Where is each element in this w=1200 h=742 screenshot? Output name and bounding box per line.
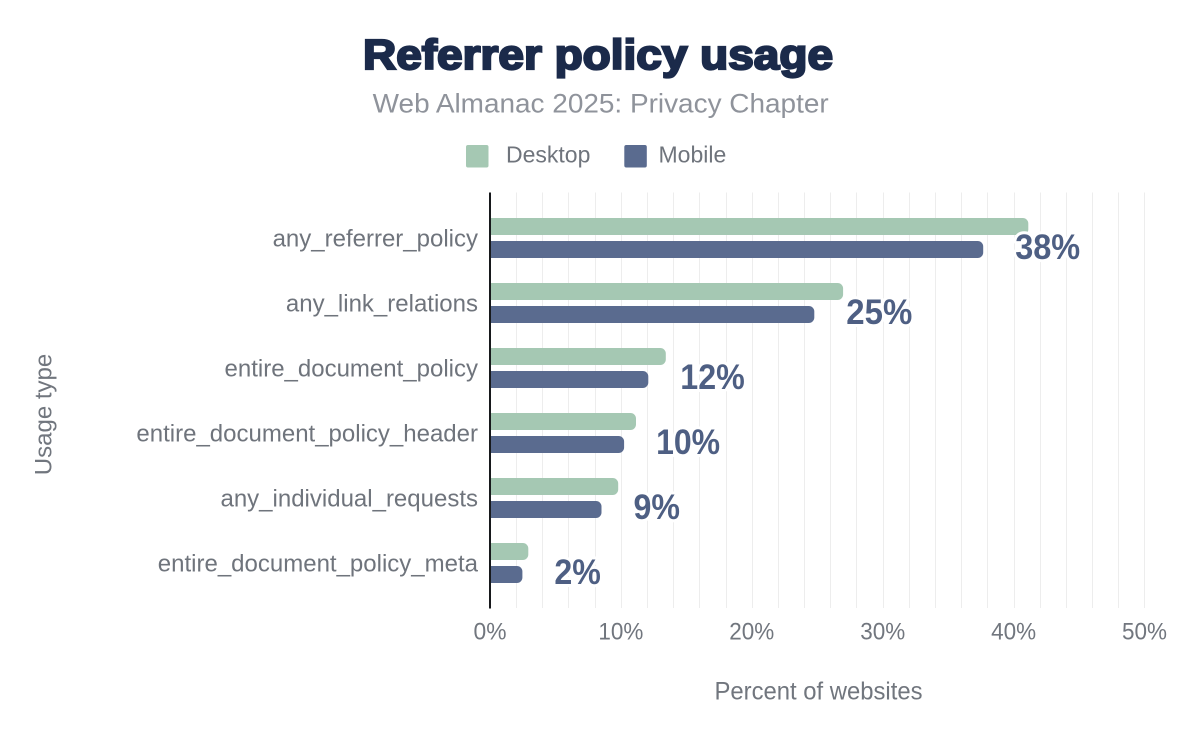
svg-text:9%: 9% <box>634 488 681 527</box>
svg-text:any_referrer_policy: any_referrer_policy <box>273 225 478 252</box>
svg-text:Mobile: Mobile <box>659 141 727 167</box>
svg-text:2%: 2% <box>554 553 601 592</box>
svg-text:Referrer policy usage: Referrer policy usage <box>363 31 833 78</box>
svg-text:Percent of websites: Percent of websites <box>715 677 923 705</box>
svg-text:0%: 0% <box>474 619 507 646</box>
svg-text:50%: 50% <box>1122 619 1167 646</box>
svg-text:30%: 30% <box>860 619 905 646</box>
svg-text:any_individual_requests: any_individual_requests <box>220 485 478 512</box>
svg-text:38%: 38% <box>1015 228 1080 267</box>
svg-text:10%: 10% <box>656 423 720 462</box>
svg-text:Usage type: Usage type <box>30 354 57 475</box>
svg-text:12%: 12% <box>680 358 745 397</box>
svg-text:25%: 25% <box>846 293 912 332</box>
svg-text:any_link_relations: any_link_relations <box>286 290 478 317</box>
svg-text:10%: 10% <box>598 619 643 646</box>
svg-text:Desktop: Desktop <box>506 141 590 167</box>
svg-text:40%: 40% <box>991 619 1036 646</box>
svg-text:20%: 20% <box>729 619 774 646</box>
svg-text:entire_document_policy: entire_document_policy <box>225 355 479 382</box>
svg-text:Web Almanac 2025: Privacy Chap: Web Almanac 2025: Privacy Chapter <box>373 88 829 118</box>
svg-text:entire_document_policy_meta: entire_document_policy_meta <box>158 550 479 577</box>
svg-text:entire_document_policy_header: entire_document_policy_header <box>136 420 478 447</box>
